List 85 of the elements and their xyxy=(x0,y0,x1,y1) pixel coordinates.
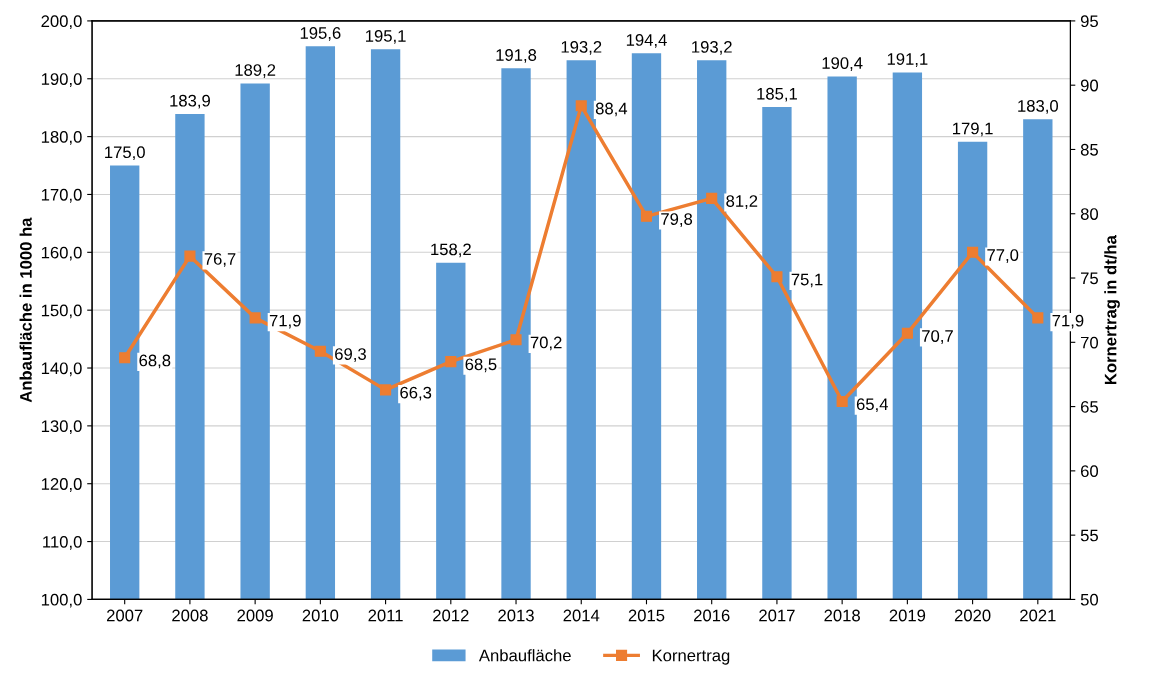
point xyxy=(249,312,261,324)
y2-tick-label: 80 xyxy=(1080,208,1099,220)
y-tick-label: 160,0 xyxy=(41,246,82,261)
x-tick-label: 2017 xyxy=(759,609,795,622)
point xyxy=(640,210,653,222)
data-label: 190,4 xyxy=(822,57,863,71)
y2-tick-label: 65 xyxy=(1081,400,1098,413)
x-tick-label: 2021 xyxy=(1020,609,1056,622)
data-label: 195,1 xyxy=(366,29,406,44)
y-tick-label: 120,0 xyxy=(41,478,82,492)
y-tick-label: 140,0 xyxy=(41,362,82,377)
y2-tick-label: 95 xyxy=(1080,15,1098,28)
data-label: 183,9 xyxy=(170,94,210,109)
point xyxy=(314,345,326,357)
point xyxy=(380,384,392,396)
data-label: 68,8 xyxy=(139,354,171,369)
point xyxy=(445,356,457,368)
data-label: 69,3 xyxy=(335,348,366,362)
data-label: 79,8 xyxy=(661,213,693,227)
point xyxy=(119,352,131,364)
x-tick-label: 2013 xyxy=(498,609,534,622)
data-label: 75,1 xyxy=(791,273,823,288)
data-label: 191,8 xyxy=(496,49,537,63)
data-label: 66,3 xyxy=(400,386,432,401)
y2-tick-label: 75 xyxy=(1081,272,1098,285)
data-label: 179,1 xyxy=(953,122,993,137)
y2-axis-title: Kornertrag in dt/ha xyxy=(1104,235,1120,385)
y2-tick-label: 70 xyxy=(1081,336,1099,349)
x-tick-label: 2014 xyxy=(563,609,600,622)
point xyxy=(967,246,979,258)
data-label: 191,1 xyxy=(887,53,928,67)
data-label: 76,7 xyxy=(204,253,236,267)
x-tick-label: 2020 xyxy=(954,609,991,622)
y2-tick-label: 85 xyxy=(1080,143,1098,156)
y2-tick-label: 50 xyxy=(1080,593,1099,606)
data-label: 68,5 xyxy=(465,358,497,373)
x-tick-label: 2015 xyxy=(628,609,665,622)
y-axis-title: Anbaufläche in 1000 ha xyxy=(19,217,32,403)
data-label: 88,4 xyxy=(595,102,628,117)
y-tick-label: 200,0 xyxy=(41,15,82,30)
data-label: 158,2 xyxy=(431,243,471,258)
x-tick-label: 2018 xyxy=(824,609,860,622)
data-label: 194,4 xyxy=(626,34,667,48)
y-tick-label: 130,0 xyxy=(41,420,82,435)
y2-tick-label: 90 xyxy=(1080,79,1099,92)
data-label: 193,2 xyxy=(692,40,732,55)
y-tick-label: 150,0 xyxy=(41,304,82,319)
data-label: 185,1 xyxy=(757,87,797,102)
legend-label: Kornertrag xyxy=(652,649,730,665)
point xyxy=(184,250,196,262)
data-label: 65,4 xyxy=(856,398,888,413)
point xyxy=(510,334,522,346)
data-label: 175,0 xyxy=(105,146,145,161)
data-label: 81,2 xyxy=(726,195,758,209)
y2-tick-label: 60 xyxy=(1081,465,1099,478)
data-label: 70,2 xyxy=(530,336,562,351)
x-tick-label: 2009 xyxy=(237,609,273,622)
data-label: 189,2 xyxy=(235,64,276,78)
point xyxy=(771,271,783,283)
data-label: 195,6 xyxy=(300,27,341,41)
x-tick-label: 2007 xyxy=(106,609,143,622)
x-tick-label: 2016 xyxy=(694,609,730,622)
x-tick-label: 2012 xyxy=(433,609,469,622)
point xyxy=(1032,312,1044,324)
y-tick-label: 170,0 xyxy=(41,188,82,203)
x-tick-label: 2011 xyxy=(368,609,403,622)
data-label: 193,2 xyxy=(561,40,602,55)
y-tick-label: 110,0 xyxy=(43,535,82,550)
y-tick-label: 190,0 xyxy=(41,73,82,87)
y-tick-label: 100,0 xyxy=(41,593,82,608)
data-label: 71,9 xyxy=(269,314,301,329)
data-label: 70,7 xyxy=(922,330,953,344)
x-tick-label: 2008 xyxy=(172,609,208,622)
legend-label: Anbaufläche xyxy=(478,649,571,662)
x-tick-label: 2010 xyxy=(302,609,339,622)
point xyxy=(901,327,913,339)
point xyxy=(575,100,587,112)
data-label: 71,9 xyxy=(1052,314,1084,329)
data-label: 77,0 xyxy=(987,249,1019,263)
y-tick-label: 180,0 xyxy=(41,131,82,145)
x-tick-label: 2019 xyxy=(889,609,926,622)
point xyxy=(706,192,718,204)
point xyxy=(836,395,848,407)
data-label: 183,0 xyxy=(1018,99,1059,114)
y2-tick-label: 55 xyxy=(1080,529,1098,542)
